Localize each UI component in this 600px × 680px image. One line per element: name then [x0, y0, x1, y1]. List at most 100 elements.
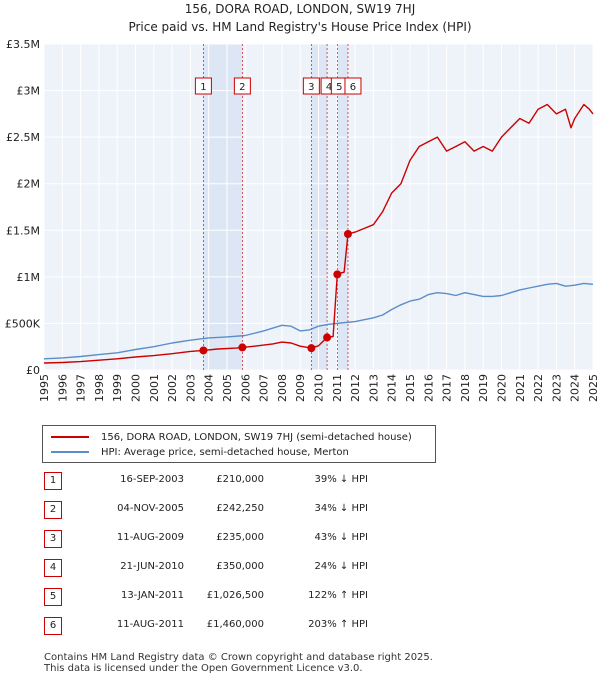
- y-tick-label: £500K: [5, 317, 41, 330]
- chart-title-block: 156, DORA ROAD, LONDON, SW19 7HJ Price p…: [0, 0, 600, 36]
- footer: Contains HM Land Registry data © Crown c…: [44, 652, 433, 674]
- y-tick-label: £1M: [17, 271, 41, 284]
- x-tick-label: 2018: [459, 374, 472, 402]
- transaction-point: [323, 333, 332, 342]
- y-axis-ticks: £0 £500K £1M £1.5M £2M £2.5M £3M £3.5M: [5, 38, 41, 377]
- legend-item-hpi: HPI: Average price, semi-detached house,…: [51, 446, 349, 460]
- x-tick-label: 2023: [550, 374, 563, 402]
- transaction-badge: 2: [233, 77, 251, 95]
- transaction-date: 11-AUG-2011: [116, 619, 184, 630]
- series-line: [43, 282, 594, 360]
- footer-copyright: Contains HM Land Registry data © Crown c…: [44, 652, 433, 663]
- shaded-band: [203, 44, 243, 370]
- x-tick-label: 2025: [587, 374, 600, 402]
- legend-label-hpi: HPI: Average price, semi-detached house,…: [101, 447, 349, 458]
- x-tick-label: 2022: [532, 374, 545, 402]
- grid-lines: [43, 43, 594, 371]
- x-tick-label: 2013: [367, 374, 380, 402]
- transaction-price: £235,000: [216, 532, 264, 543]
- table-row: 3 11-AUG-2009 £235,000 43% ↓ HPI: [44, 530, 584, 548]
- transaction-point: [238, 343, 247, 352]
- transaction-badge-label: 1: [200, 82, 206, 93]
- x-tick-label: 2008: [276, 374, 289, 402]
- x-tick-label: 2024: [569, 374, 582, 402]
- x-tick-label: 1997: [75, 374, 88, 402]
- transaction-price: £1,026,500: [206, 590, 264, 601]
- transaction-hpi-change: 43% ↓ HPI: [314, 532, 368, 543]
- transaction-number-badge: 6: [44, 617, 62, 635]
- table-row: 5 13-JAN-2011 £1,026,500 122% ↑ HPI: [44, 588, 584, 606]
- x-tick-label: 2010: [313, 374, 326, 402]
- transaction-badge: 1: [194, 77, 212, 95]
- x-tick-label: 2017: [441, 374, 454, 402]
- transaction-badge-box: [302, 77, 320, 95]
- transaction-date: 16-SEP-2003: [120, 474, 184, 485]
- transaction-badge: 3: [302, 77, 320, 95]
- transaction-date: 21-JUN-2010: [120, 561, 184, 572]
- transaction-price: £1,460,000: [206, 619, 264, 630]
- legend-label-property: 156, DORA ROAD, LONDON, SW19 7HJ (semi-d…: [101, 432, 412, 443]
- transaction-price: £242,250: [216, 503, 264, 514]
- y-tick-label: £3.5M: [6, 38, 40, 51]
- transaction-badge-label: 6: [350, 82, 356, 93]
- footer-license: This data is licensed under the Open Gov…: [44, 663, 363, 674]
- transaction-point: [343, 230, 352, 239]
- legend-swatch-property: [51, 436, 89, 438]
- transaction-number-badge: 2: [44, 501, 62, 519]
- transaction-hpi-change: 24% ↓ HPI: [314, 561, 368, 572]
- chart-subtitle: Price paid vs. HM Land Registry's House …: [128, 20, 472, 34]
- transaction-point: [307, 344, 316, 353]
- y-tick-label: £3M: [17, 85, 41, 98]
- transaction-number-badge: 1: [44, 472, 62, 490]
- shaded-band: [311, 44, 328, 370]
- y-tick-label: £1.5M: [6, 224, 40, 237]
- table-row: 1 16-SEP-2003 £210,000 39% ↓ HPI: [44, 472, 584, 490]
- x-tick-label: 2011: [331, 374, 344, 402]
- transaction-badge-label: 3: [308, 82, 314, 93]
- transaction-badge: 6: [344, 77, 362, 95]
- transaction-badge-label: 4: [326, 82, 332, 93]
- transaction-point: [333, 270, 342, 279]
- chart-title: 156, DORA ROAD, LONDON, SW19 7HJ: [184, 2, 416, 16]
- x-tick-label: 2004: [203, 374, 216, 402]
- x-tick-label: 2014: [386, 374, 399, 402]
- table-row: 2 04-NOV-2005 £242,250 34% ↓ HPI: [44, 501, 584, 519]
- x-tick-label: 2021: [514, 374, 527, 402]
- x-tick-label: 1998: [93, 374, 106, 402]
- x-axis-ticks: 1995 1996 1997 1998 1999 2000 2001 2002 2003 2004…: [38, 374, 600, 402]
- x-tick-label: 2003: [184, 374, 197, 402]
- x-tick-label: 2009: [294, 374, 307, 402]
- transaction-date: 13-JAN-2011: [120, 590, 184, 601]
- transaction-hpi-change: 122% ↑ HPI: [308, 590, 368, 601]
- x-tick-label: 2001: [148, 374, 161, 402]
- transaction-badge-box: [194, 77, 212, 95]
- x-tick-label: 2019: [477, 374, 490, 402]
- x-tick-label: 1995: [38, 374, 51, 402]
- transaction-hpi-change: 34% ↓ HPI: [314, 503, 368, 514]
- x-tick-label: 2000: [130, 374, 143, 402]
- x-tick-label: 2006: [239, 374, 252, 402]
- x-tick-label: 2012: [349, 374, 362, 402]
- transaction-badge-box: [344, 77, 362, 95]
- shaded-band: [337, 44, 348, 370]
- y-tick-label: £2M: [17, 178, 41, 191]
- y-tick-label: £0: [26, 364, 40, 377]
- transaction-number-badge: 3: [44, 530, 62, 548]
- transaction-badge-box: [233, 77, 251, 95]
- transaction-date: 04-NOV-2005: [117, 503, 184, 514]
- transaction-badge-label: 5: [336, 82, 342, 93]
- y-tick-label: £2.5M: [6, 131, 40, 144]
- transaction-point: [199, 346, 208, 355]
- legend-item-property: 156, DORA ROAD, LONDON, SW19 7HJ (semi-d…: [51, 431, 412, 445]
- x-tick-label: 1999: [111, 374, 124, 402]
- x-tick-label: 2015: [404, 374, 417, 402]
- transaction-price: £350,000: [216, 561, 264, 572]
- table-row: 6 11-AUG-2011 £1,460,000 203% ↑ HPI: [44, 617, 584, 635]
- transaction-hpi-change: 39% ↓ HPI: [314, 474, 368, 485]
- legend: 156, DORA ROAD, LONDON, SW19 7HJ (semi-d…: [42, 425, 436, 463]
- transaction-hpi-change: 203% ↑ HPI: [308, 619, 368, 630]
- shaded-bands: [203, 44, 348, 370]
- transaction-number-badge: 4: [44, 559, 62, 577]
